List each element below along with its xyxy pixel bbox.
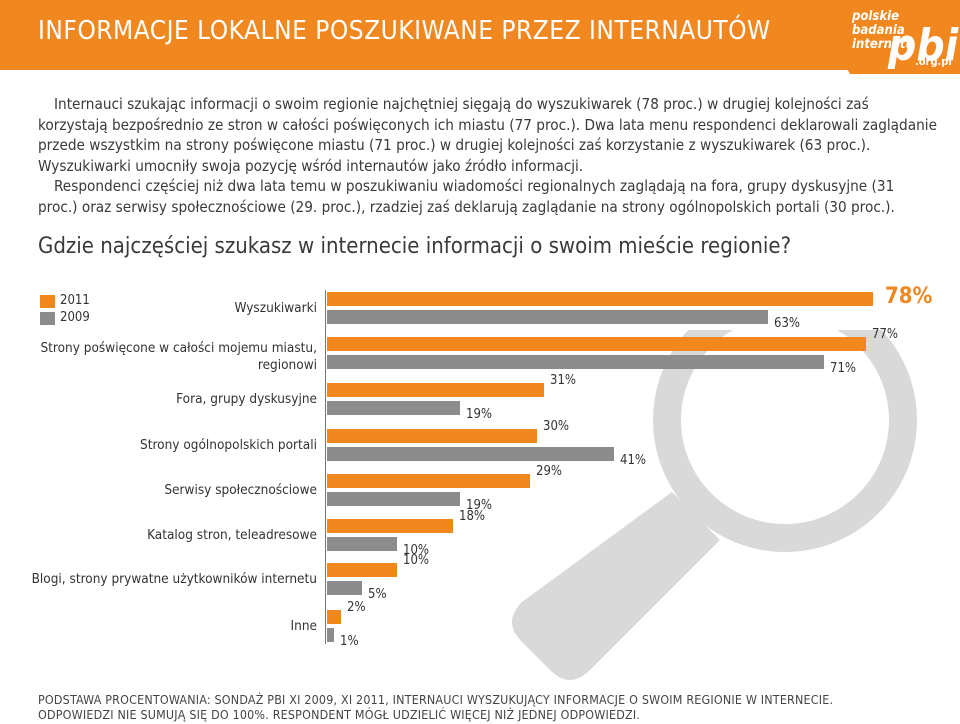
category-label-5: Katalog stron, teleadresowe [147, 527, 317, 543]
logo-domain: .org.pl [915, 55, 952, 68]
footer-line-1: PODSTAWA PROCENTOWANIA: SONDAŻ PBI XI 20… [38, 692, 834, 707]
category-label-1: Strony poświęcone w całości mojemu miast… [40, 340, 317, 373]
value-label-2009-0: 63% [774, 316, 800, 331]
value-label-2011-6: 10% [403, 553, 429, 568]
category-label-3: Strony ogólnopolskich portali [140, 437, 317, 453]
pbi-logo [810, 0, 960, 74]
category-label-6: Blogi, strony prywatne użytkowników inte… [31, 571, 317, 587]
bar-2009-6 [327, 581, 362, 595]
page-title: INFORMACJE LOKALNE POSZUKIWANE PRZEZ INT… [38, 16, 771, 46]
intro-paragraph-2: Respondenci częściej niż dwa lata temu w… [38, 177, 895, 216]
value-label-2009-2: 19% [466, 407, 492, 422]
value-label-2009-5: 10% [403, 543, 429, 558]
value-label-2011-0: 78% [885, 284, 933, 309]
legend-swatch-2009 [40, 312, 55, 325]
header-banner: INFORMACJE LOKALNE POSZUKIWANE PRZEZ INT… [0, 0, 960, 70]
magnifier-icon [512, 330, 917, 680]
bar-2009-3 [327, 447, 614, 461]
value-label-2009-4: 19% [466, 498, 492, 513]
bar-2011-7 [327, 610, 341, 624]
value-label-2009-6: 5% [368, 587, 387, 602]
legend-label-2009: 2009 [60, 310, 90, 325]
bar-2009-2 [327, 401, 460, 415]
footer-line-2: ODPOWIEDZI NIE SUMUJĄ SIĘ DO 100%. RESPO… [38, 707, 641, 722]
bar-2011-3 [327, 429, 537, 443]
value-label-2009-3: 41% [620, 453, 646, 468]
bar-2009-7 [327, 628, 334, 642]
chart-question: Gdzie najczęściej szukasz w internecie i… [38, 234, 792, 259]
value-label-2011-3: 30% [543, 419, 569, 434]
category-label-7: Inne [290, 618, 317, 634]
bar-2011-6 [327, 563, 397, 577]
value-label-2011-7: 2% [347, 600, 366, 615]
bar-2011-5 [327, 519, 453, 533]
footer-note: PODSTAWA PROCENTOWANIA: SONDAŻ PBI XI 20… [38, 692, 833, 722]
bar-2009-0 [327, 310, 768, 324]
category-label-0: Wyszukiwarki [234, 300, 317, 316]
value-label-2011-1: 77% [872, 327, 898, 342]
value-label-2011-5: 18% [459, 509, 485, 524]
value-label-2011-4: 29% [536, 464, 562, 479]
logo-line3: internetu [852, 37, 914, 52]
intro-text: Internauci szukając informacji o swoim r… [38, 94, 938, 217]
logo-brand: pbi [888, 20, 959, 71]
bar-2009-5 [327, 537, 397, 551]
value-label-2009-7: 1% [340, 634, 359, 649]
logo-line2: badania [852, 23, 905, 38]
chart-axis-line [325, 290, 326, 644]
bar-2009-4 [327, 492, 460, 506]
legend-label-2011: 2011 [60, 293, 90, 308]
category-label-4: Serwisy społecznościowe [164, 482, 317, 498]
value-label-2011-2: 31% [550, 373, 576, 388]
intro-paragraph-1: Internauci szukając informacji o swoim r… [38, 95, 937, 175]
bar-2011-1 [327, 337, 866, 351]
bar-2009-1 [327, 355, 824, 369]
bar-2011-2 [327, 383, 544, 397]
category-label-2: Fora, grupy dyskusyjne [176, 391, 317, 407]
bar-2011-0 [327, 292, 873, 306]
logo-line1: polskie [852, 9, 900, 24]
bar-2011-4 [327, 474, 530, 488]
legend-swatch-2011 [40, 295, 55, 308]
value-label-2009-1: 71% [830, 361, 856, 376]
